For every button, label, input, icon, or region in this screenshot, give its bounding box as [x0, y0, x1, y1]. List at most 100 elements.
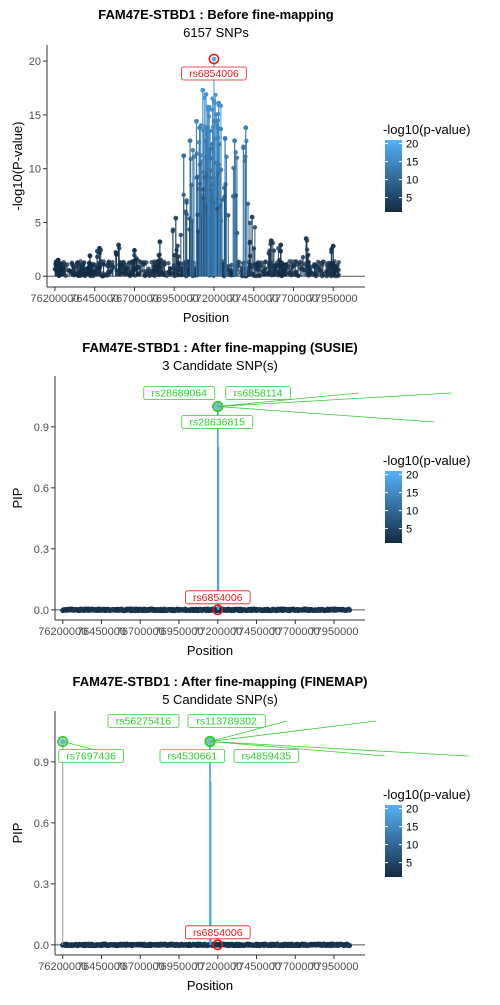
snp-point: [233, 150, 238, 155]
label-box: [143, 386, 216, 400]
snp-point: [198, 123, 204, 128]
chart-title: FAM47E-STBD1 : After fine-mapping (SUSIE…: [82, 340, 357, 355]
snp-point: [197, 162, 203, 167]
snp-point: [114, 250, 119, 256]
snp-point: [295, 273, 301, 278]
snp-point: [325, 260, 331, 266]
snp-point: [123, 267, 128, 273]
label-box: [181, 66, 247, 81]
x-tick-label: 76950000: [155, 961, 204, 973]
x-axis-label: Position: [187, 978, 233, 993]
snp-point: [168, 265, 173, 271]
snp-point: [252, 225, 258, 230]
chart-title: FAM47E-STBD1 : After fine-mapping (FINEM…: [73, 674, 368, 689]
snp-point: [110, 259, 115, 265]
snp-point: [202, 95, 207, 100]
snp-point: [188, 156, 193, 162]
y-axis-label: PIP: [10, 823, 25, 844]
lead-snp-ring: [212, 604, 224, 616]
snp-point: [192, 269, 197, 275]
chart-subtitle: 3 Candidate SNP(s): [162, 358, 278, 373]
legend-label: 5: [406, 524, 412, 536]
snp-point: [92, 271, 98, 276]
snp-point: [257, 272, 262, 278]
snp-point: [247, 220, 253, 226]
legend-label: 10: [406, 506, 418, 518]
label-leader-line: [209, 720, 288, 742]
x-tick-label: 77450000: [232, 961, 281, 973]
snp-point: [287, 259, 292, 264]
peak-point: [87, 253, 93, 259]
y-tick-label: 0.6: [34, 818, 49, 830]
label-box: [107, 714, 180, 728]
snp-point: [251, 246, 257, 251]
y-axis-label: PIP: [10, 488, 25, 509]
candidate-ring: [57, 736, 69, 748]
snp-point: [134, 257, 139, 262]
x-tick-label: 76700000: [116, 626, 165, 638]
label-box: [187, 714, 266, 728]
snp-point: [218, 103, 223, 108]
label-leader-line: [209, 720, 377, 742]
x-tick-label: 76700000: [110, 293, 159, 305]
legend-colorbar: [385, 805, 402, 877]
snp-point: [266, 251, 271, 256]
peak-point: [232, 138, 238, 144]
snp-point: [123, 262, 128, 268]
snp-point: [143, 269, 148, 274]
lead-snp-label: rs6854006: [193, 592, 243, 604]
snp-point: [223, 182, 228, 187]
chart-subtitle: 5 Candidate SNP(s): [162, 692, 278, 707]
label-box: [181, 415, 254, 429]
snp-point: [203, 139, 208, 144]
candidate-label: rs4859435: [242, 751, 292, 763]
snp-point: [294, 269, 299, 275]
x-tick-label: 76450000: [70, 293, 119, 305]
label-leader-line: [209, 741, 469, 757]
snp-point: [58, 266, 63, 271]
legend-title: -log10(p-value): [383, 122, 470, 137]
candidate-label: rs7697436: [66, 751, 116, 763]
snp-point: [261, 269, 266, 274]
snp-point: [334, 269, 340, 274]
peak-point: [278, 242, 284, 248]
candidate-label: rs28636815: [190, 417, 246, 429]
legend-colorbar: [385, 471, 402, 543]
snp-point: [111, 264, 116, 270]
data-layer: [60, 400, 353, 614]
snp-point: [305, 253, 310, 258]
snp-point: [144, 260, 149, 265]
snp-point: [197, 181, 203, 187]
snp-point: [273, 269, 279, 274]
snp-point: [276, 246, 281, 251]
snp-point: [201, 187, 206, 192]
snp-point: [132, 252, 137, 258]
snp-point: [155, 263, 161, 268]
peak-point: [249, 214, 255, 220]
snp-point: [324, 269, 329, 274]
snp-point: [166, 260, 171, 266]
snp-point: [106, 259, 111, 265]
x-tick-label: 76200000: [38, 626, 87, 638]
snp-point: [210, 96, 215, 101]
x-axis-label: Position: [187, 643, 233, 658]
snp-point: [312, 263, 317, 268]
x-tick-label: 77950000: [310, 961, 359, 973]
snp-point: [126, 260, 132, 265]
snp-point: [147, 271, 153, 276]
snp-point: [195, 212, 200, 217]
snp-point: [117, 245, 122, 251]
snp-point: [318, 268, 324, 273]
snp-point: [53, 263, 58, 268]
snp-point: [245, 201, 251, 206]
y-tick-label: 0.3: [34, 879, 49, 891]
snp-point: [175, 243, 180, 248]
snp-point: [104, 271, 110, 276]
snp-point: [208, 146, 213, 151]
snp-point: [304, 238, 310, 243]
x-tick-label: 77950000: [309, 293, 358, 305]
snp-point: [61, 270, 67, 276]
x-tick-label: 77450000: [229, 293, 278, 305]
